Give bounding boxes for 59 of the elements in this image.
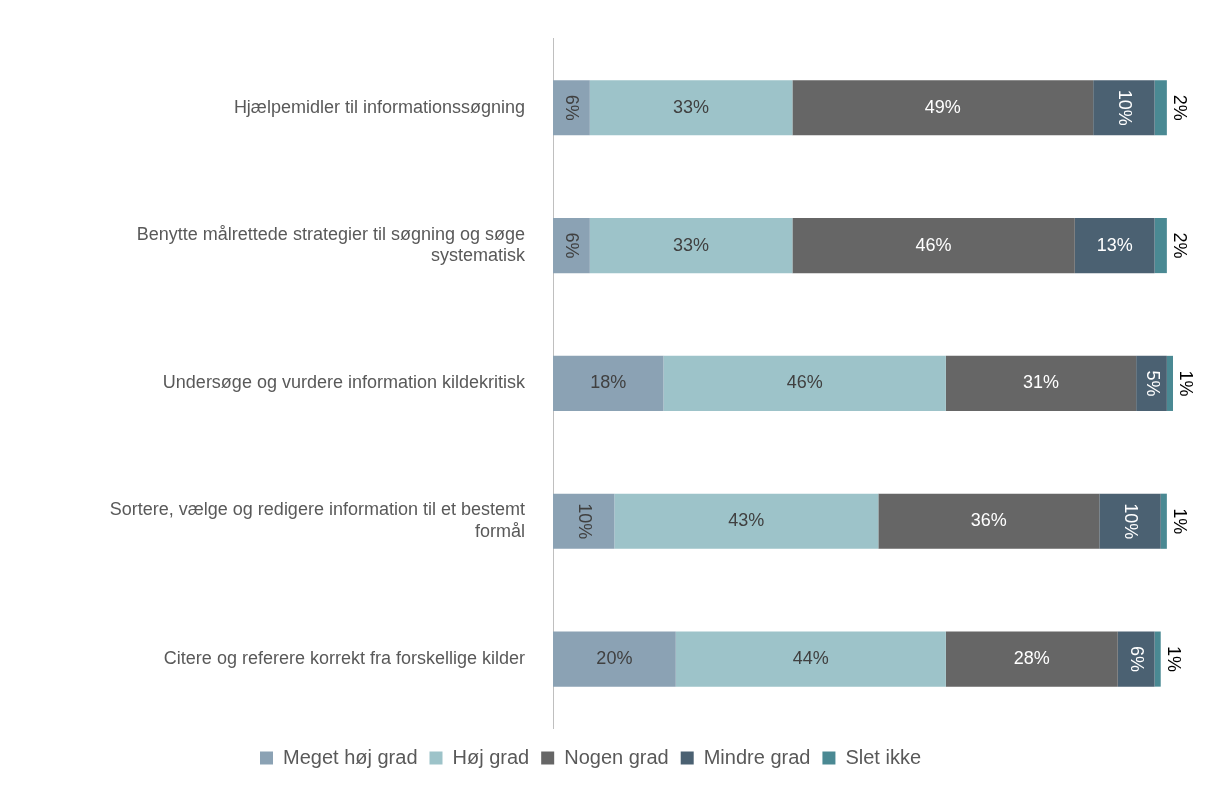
bar (1166, 355, 1173, 411)
data-label: 10% (574, 503, 595, 540)
bar (553, 631, 676, 687)
data-label: 1% (1169, 508, 1190, 535)
y-tick-label: Sortere, vælge og redigere information til et bestemt formål (109, 499, 525, 542)
bar (945, 631, 1118, 687)
y-tick-label: Benytte målrettede strategier til søgning og søge systematisk (136, 223, 526, 266)
bar (792, 217, 1075, 274)
data-label: 5% (1142, 370, 1163, 397)
bar (1154, 217, 1167, 274)
data-label: 1% (1176, 370, 1197, 397)
y-tick-label: Undersøge og vurdere information kildekritisk (162, 372, 526, 393)
y-tick-label: Hjælpemidler til informationssøgning (233, 96, 525, 117)
data-label: 28% (1013, 648, 1050, 669)
bar (1093, 80, 1155, 136)
legend-label: Slet ikke (845, 745, 922, 768)
bar (792, 80, 1094, 136)
bar (675, 631, 946, 687)
bar (1160, 493, 1167, 549)
data-label: 33% (673, 96, 710, 117)
bar (553, 493, 615, 549)
data-label: 49% (924, 96, 961, 117)
data-label: 31% (1023, 372, 1060, 393)
legend-label: Høj grad (452, 745, 530, 768)
data-label: 43% (728, 510, 765, 531)
bar (878, 493, 1100, 549)
bar (589, 217, 793, 274)
legend-label: Meget høj grad (282, 745, 418, 768)
data-label: 44% (792, 648, 829, 669)
data-label: 1% (1163, 646, 1184, 673)
bar (945, 355, 1137, 411)
y-tick-label: Citere og referere korrekt fra forskellige kilder (163, 648, 525, 669)
data-label: 10% (1114, 89, 1135, 126)
data-label: 33% (673, 234, 710, 255)
bar (614, 493, 879, 549)
data-label: 46% (915, 234, 952, 255)
data-label: 2% (1169, 232, 1190, 259)
bar (1154, 631, 1161, 687)
bar (553, 80, 590, 136)
bar (589, 80, 793, 136)
data-label: 13% (1096, 234, 1133, 255)
bar (1154, 80, 1167, 136)
bar (553, 355, 664, 411)
data-label: 6% (562, 232, 583, 259)
legend-label: Mindre grad (703, 745, 811, 768)
data-label: 6% (562, 94, 583, 121)
bar (553, 217, 590, 274)
data-label: 10% (1121, 503, 1142, 540)
data-label: 36% (970, 510, 1007, 531)
bar (1099, 493, 1161, 549)
legend-label: Nogen grad (564, 745, 669, 768)
data-label: 6% (1127, 646, 1148, 673)
bar (1117, 631, 1155, 687)
data-label: 18% (590, 372, 627, 393)
data-label: 2% (1169, 94, 1190, 121)
bar (1074, 217, 1155, 274)
data-label: 46% (786, 372, 823, 393)
bar (663, 355, 946, 411)
data-label: 20% (596, 648, 633, 669)
